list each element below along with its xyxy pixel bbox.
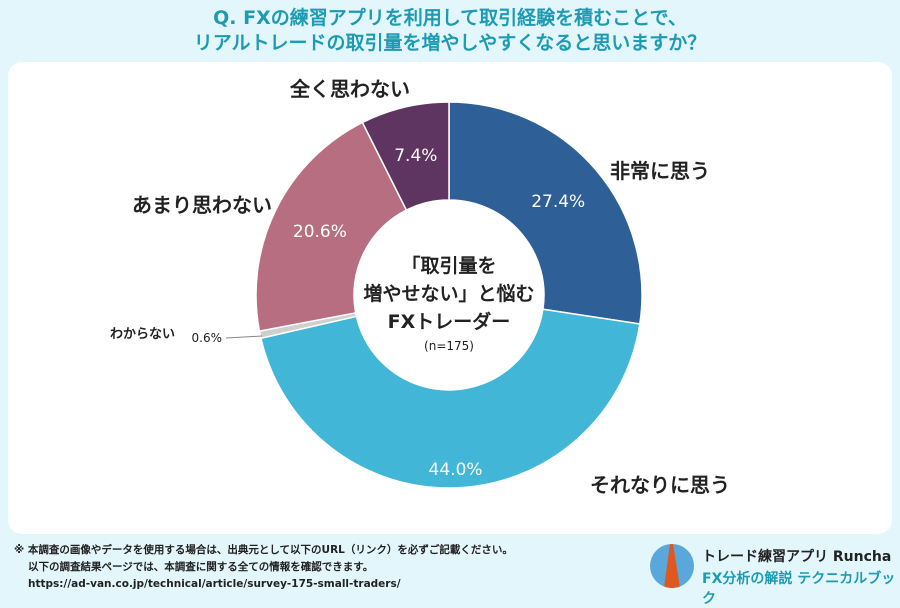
center-label: 「取引量を	[401, 254, 496, 277]
value-label: 0.6%	[192, 331, 223, 345]
slice-4	[361, 101, 450, 212]
value-label: 44.0%	[429, 460, 483, 480]
value-label: 27.4%	[531, 192, 585, 212]
value-label: 20.6%	[293, 222, 347, 242]
footer-note: ※ 本調査の画像やデータを使用する場合は、出典元として以下のURL（リンク）を必…	[14, 542, 513, 593]
center-label: (n=175)	[424, 339, 474, 353]
category-label: あまり思わない	[132, 193, 272, 217]
source-url[interactable]: https://ad-van.co.jp/technical/article/s…	[28, 578, 401, 590]
category-label: 全く思わない	[289, 77, 410, 101]
category-label: それなりに思う	[590, 473, 730, 497]
brand-tagline: FX分析の解説 テクニカルブック	[702, 571, 896, 607]
leader-line	[225, 335, 263, 339]
category-label: 非常に思う	[610, 159, 710, 183]
chart-title: Q. FXの練習アプリを利用して取引経験を積むことで、 リアルトレードの取引量を…	[193, 7, 707, 54]
center-label: 増やせない」と悩む	[363, 282, 534, 305]
slice-3	[255, 121, 408, 333]
category-label: わからない	[110, 327, 175, 342]
slice-0	[448, 101, 643, 325]
center-label: FXトレーダー	[388, 310, 511, 333]
brand-name: トレード練習アプリ Runcha	[702, 549, 892, 565]
runcha-logo	[650, 544, 694, 588]
slice-1	[260, 308, 641, 489]
value-label: 7.4%	[394, 146, 437, 166]
